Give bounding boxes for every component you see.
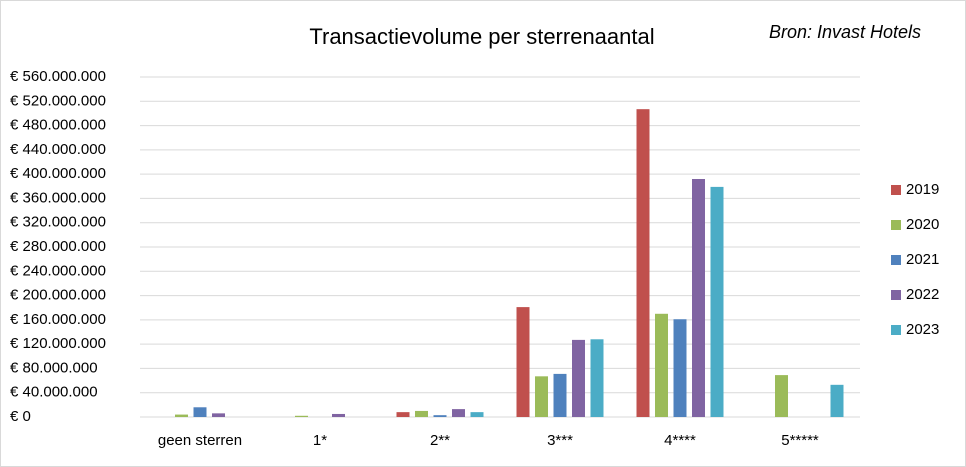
bar xyxy=(775,375,788,417)
x-tick-label: 2** xyxy=(430,432,450,449)
bar xyxy=(710,186,724,417)
legend-label: 2020 xyxy=(906,216,939,233)
y-tick-label: € 560.000.000 xyxy=(10,68,106,85)
bar xyxy=(175,414,188,417)
legend-label: 2019 xyxy=(906,181,939,198)
y-tick-label: € 520.000.000 xyxy=(10,92,106,109)
y-tick-label: € 480.000.000 xyxy=(10,117,106,134)
legend-label: 2022 xyxy=(906,286,939,303)
y-tick-label: € 40.000.000 xyxy=(10,384,98,401)
bar xyxy=(590,339,604,417)
legend-swatch xyxy=(891,255,901,265)
y-tick-label: € 400.000.000 xyxy=(10,165,106,182)
legend-swatch xyxy=(891,220,901,230)
y-tick-label: € 280.000.000 xyxy=(10,238,106,255)
y-tick-label: € 320.000.000 xyxy=(10,214,106,231)
bar xyxy=(572,339,585,417)
legend-label: 2021 xyxy=(906,251,939,268)
x-tick-label: 4**** xyxy=(664,432,696,449)
bar xyxy=(470,412,484,417)
bar xyxy=(433,415,447,417)
y-tick-label: € 120.000.000 xyxy=(10,335,106,352)
bar xyxy=(516,307,530,417)
chart-title: Transactievolume per sterrenaantal xyxy=(309,24,654,49)
bar xyxy=(452,409,465,417)
bar xyxy=(655,313,668,417)
y-tick-label: € 160.000.000 xyxy=(10,311,106,328)
x-tick-label: geen sterren xyxy=(158,432,242,449)
y-tick-label: € 360.000.000 xyxy=(10,189,106,206)
x-tick-label: 3*** xyxy=(547,432,573,449)
bar xyxy=(535,376,548,417)
bar xyxy=(415,410,428,417)
x-tick-label: 5***** xyxy=(781,432,819,449)
legend-label: 2023 xyxy=(906,321,939,338)
y-tick-label: € 80.000.000 xyxy=(10,359,98,376)
bar xyxy=(636,109,650,417)
bar xyxy=(212,413,225,417)
bar xyxy=(673,319,687,417)
bar xyxy=(830,384,844,417)
y-tick-label: € 240.000.000 xyxy=(10,262,106,279)
bar xyxy=(332,413,345,417)
x-tick-label: 1* xyxy=(313,432,327,449)
source-note: Bron: Invast Hotels xyxy=(769,22,921,42)
bar xyxy=(295,415,308,417)
legend-swatch xyxy=(891,185,901,195)
legend-swatch xyxy=(891,290,901,300)
y-tick-label: € 200.000.000 xyxy=(10,287,106,304)
bar xyxy=(553,373,567,417)
bar xyxy=(692,179,705,417)
y-tick-label: € 440.000.000 xyxy=(10,141,106,158)
y-tick-label: € 0 xyxy=(10,408,31,425)
bar xyxy=(193,407,207,417)
legend-swatch xyxy=(891,325,901,335)
bar xyxy=(396,412,410,417)
